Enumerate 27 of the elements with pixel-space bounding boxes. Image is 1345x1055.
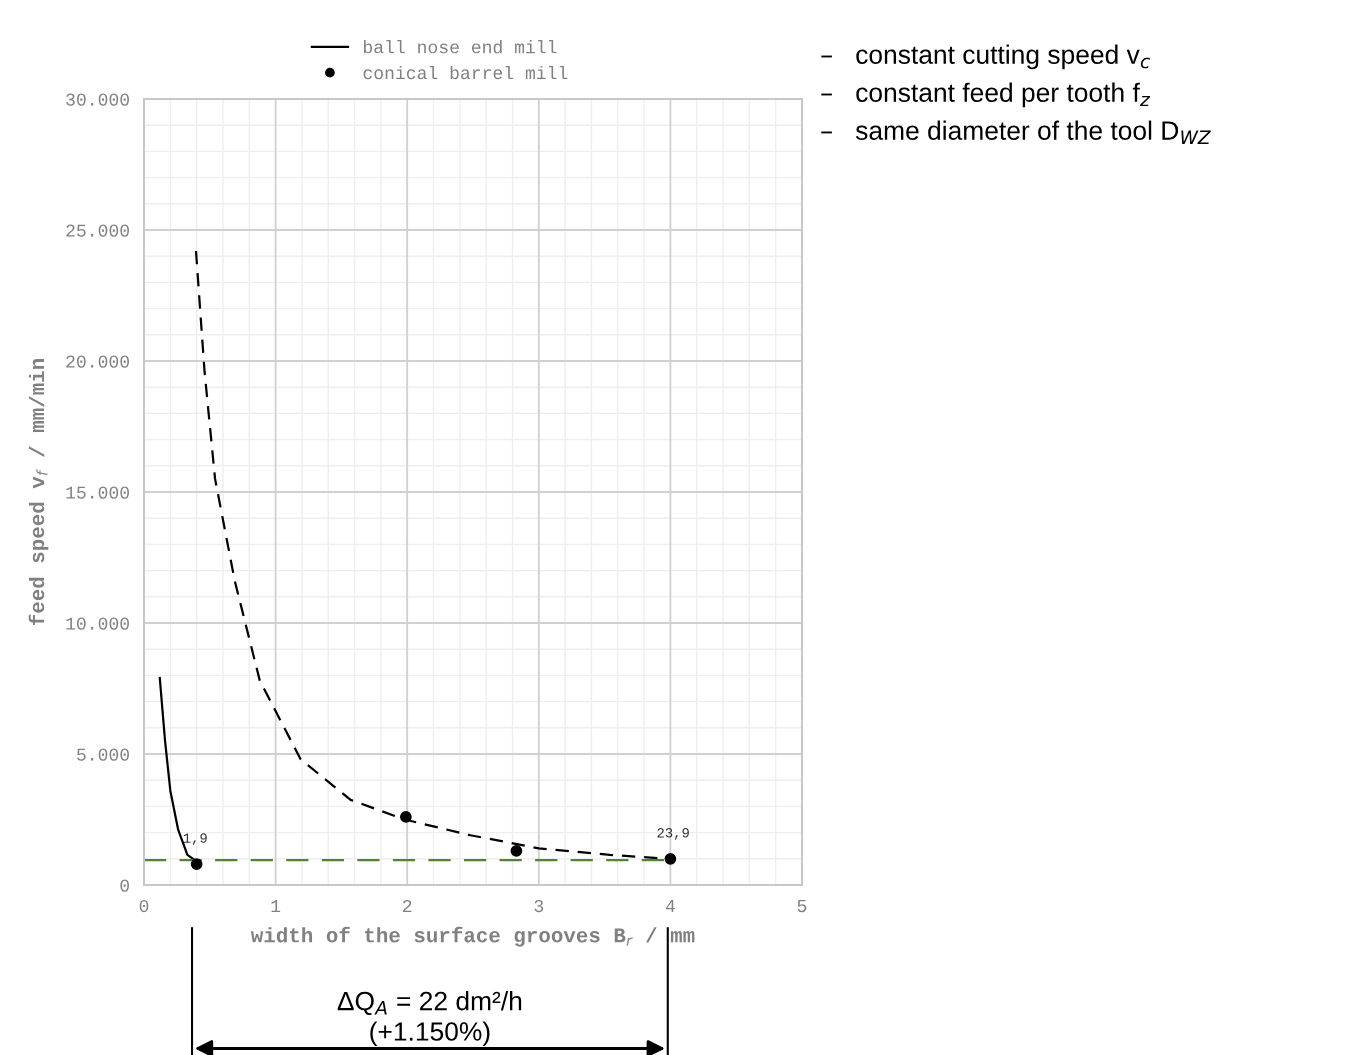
point bbox=[664, 852, 677, 865]
y-axis-title: feed speed v$_{f}$ / mm/min bbox=[28, 359, 49, 626]
x-tick-label: 4 bbox=[665, 900, 675, 912]
legend-label: ball nose end mill bbox=[364, 40, 557, 54]
y-tick-label: 5.000 bbox=[77, 748, 129, 761]
point bbox=[400, 811, 412, 823]
y-tick-label: 30.000 bbox=[66, 93, 129, 106]
y-tick-label: 0 bbox=[120, 879, 129, 892]
point bbox=[510, 845, 523, 857]
text: – constant cutting speed v$_{c}$ bbox=[821, 44, 1150, 70]
y-tick-label: 20.000 bbox=[66, 355, 129, 368]
x-tick-label: 2 bbox=[403, 899, 412, 912]
x-axis-title: width of the surface grooves B$_{r}$ / mm bbox=[250, 926, 695, 947]
legend-label: conical barrel mill bbox=[363, 65, 568, 80]
point bbox=[190, 858, 203, 870]
annotation: 1,9 bbox=[183, 833, 207, 846]
text: ΔQ$_{A}$ = 22 dm²/h (+1.150%) bbox=[337, 991, 522, 1047]
x-tick-label: 3 bbox=[534, 899, 544, 913]
x-tick-label: 5 bbox=[797, 900, 807, 913]
y-tick-label: 15.000 bbox=[66, 486, 129, 499]
y-tick-label: 10.000 bbox=[66, 617, 129, 630]
x-tick-label: 0 bbox=[139, 899, 149, 913]
annotation: 23,9 bbox=[657, 828, 689, 840]
x-tick-label: 1 bbox=[271, 900, 281, 912]
text: – same diameter of the tool D$_{WZ}$ bbox=[821, 120, 1211, 145]
text: – constant feed per tooth f$_{z}$ bbox=[821, 82, 1151, 108]
y-tick-label: 25.000 bbox=[66, 224, 129, 237]
